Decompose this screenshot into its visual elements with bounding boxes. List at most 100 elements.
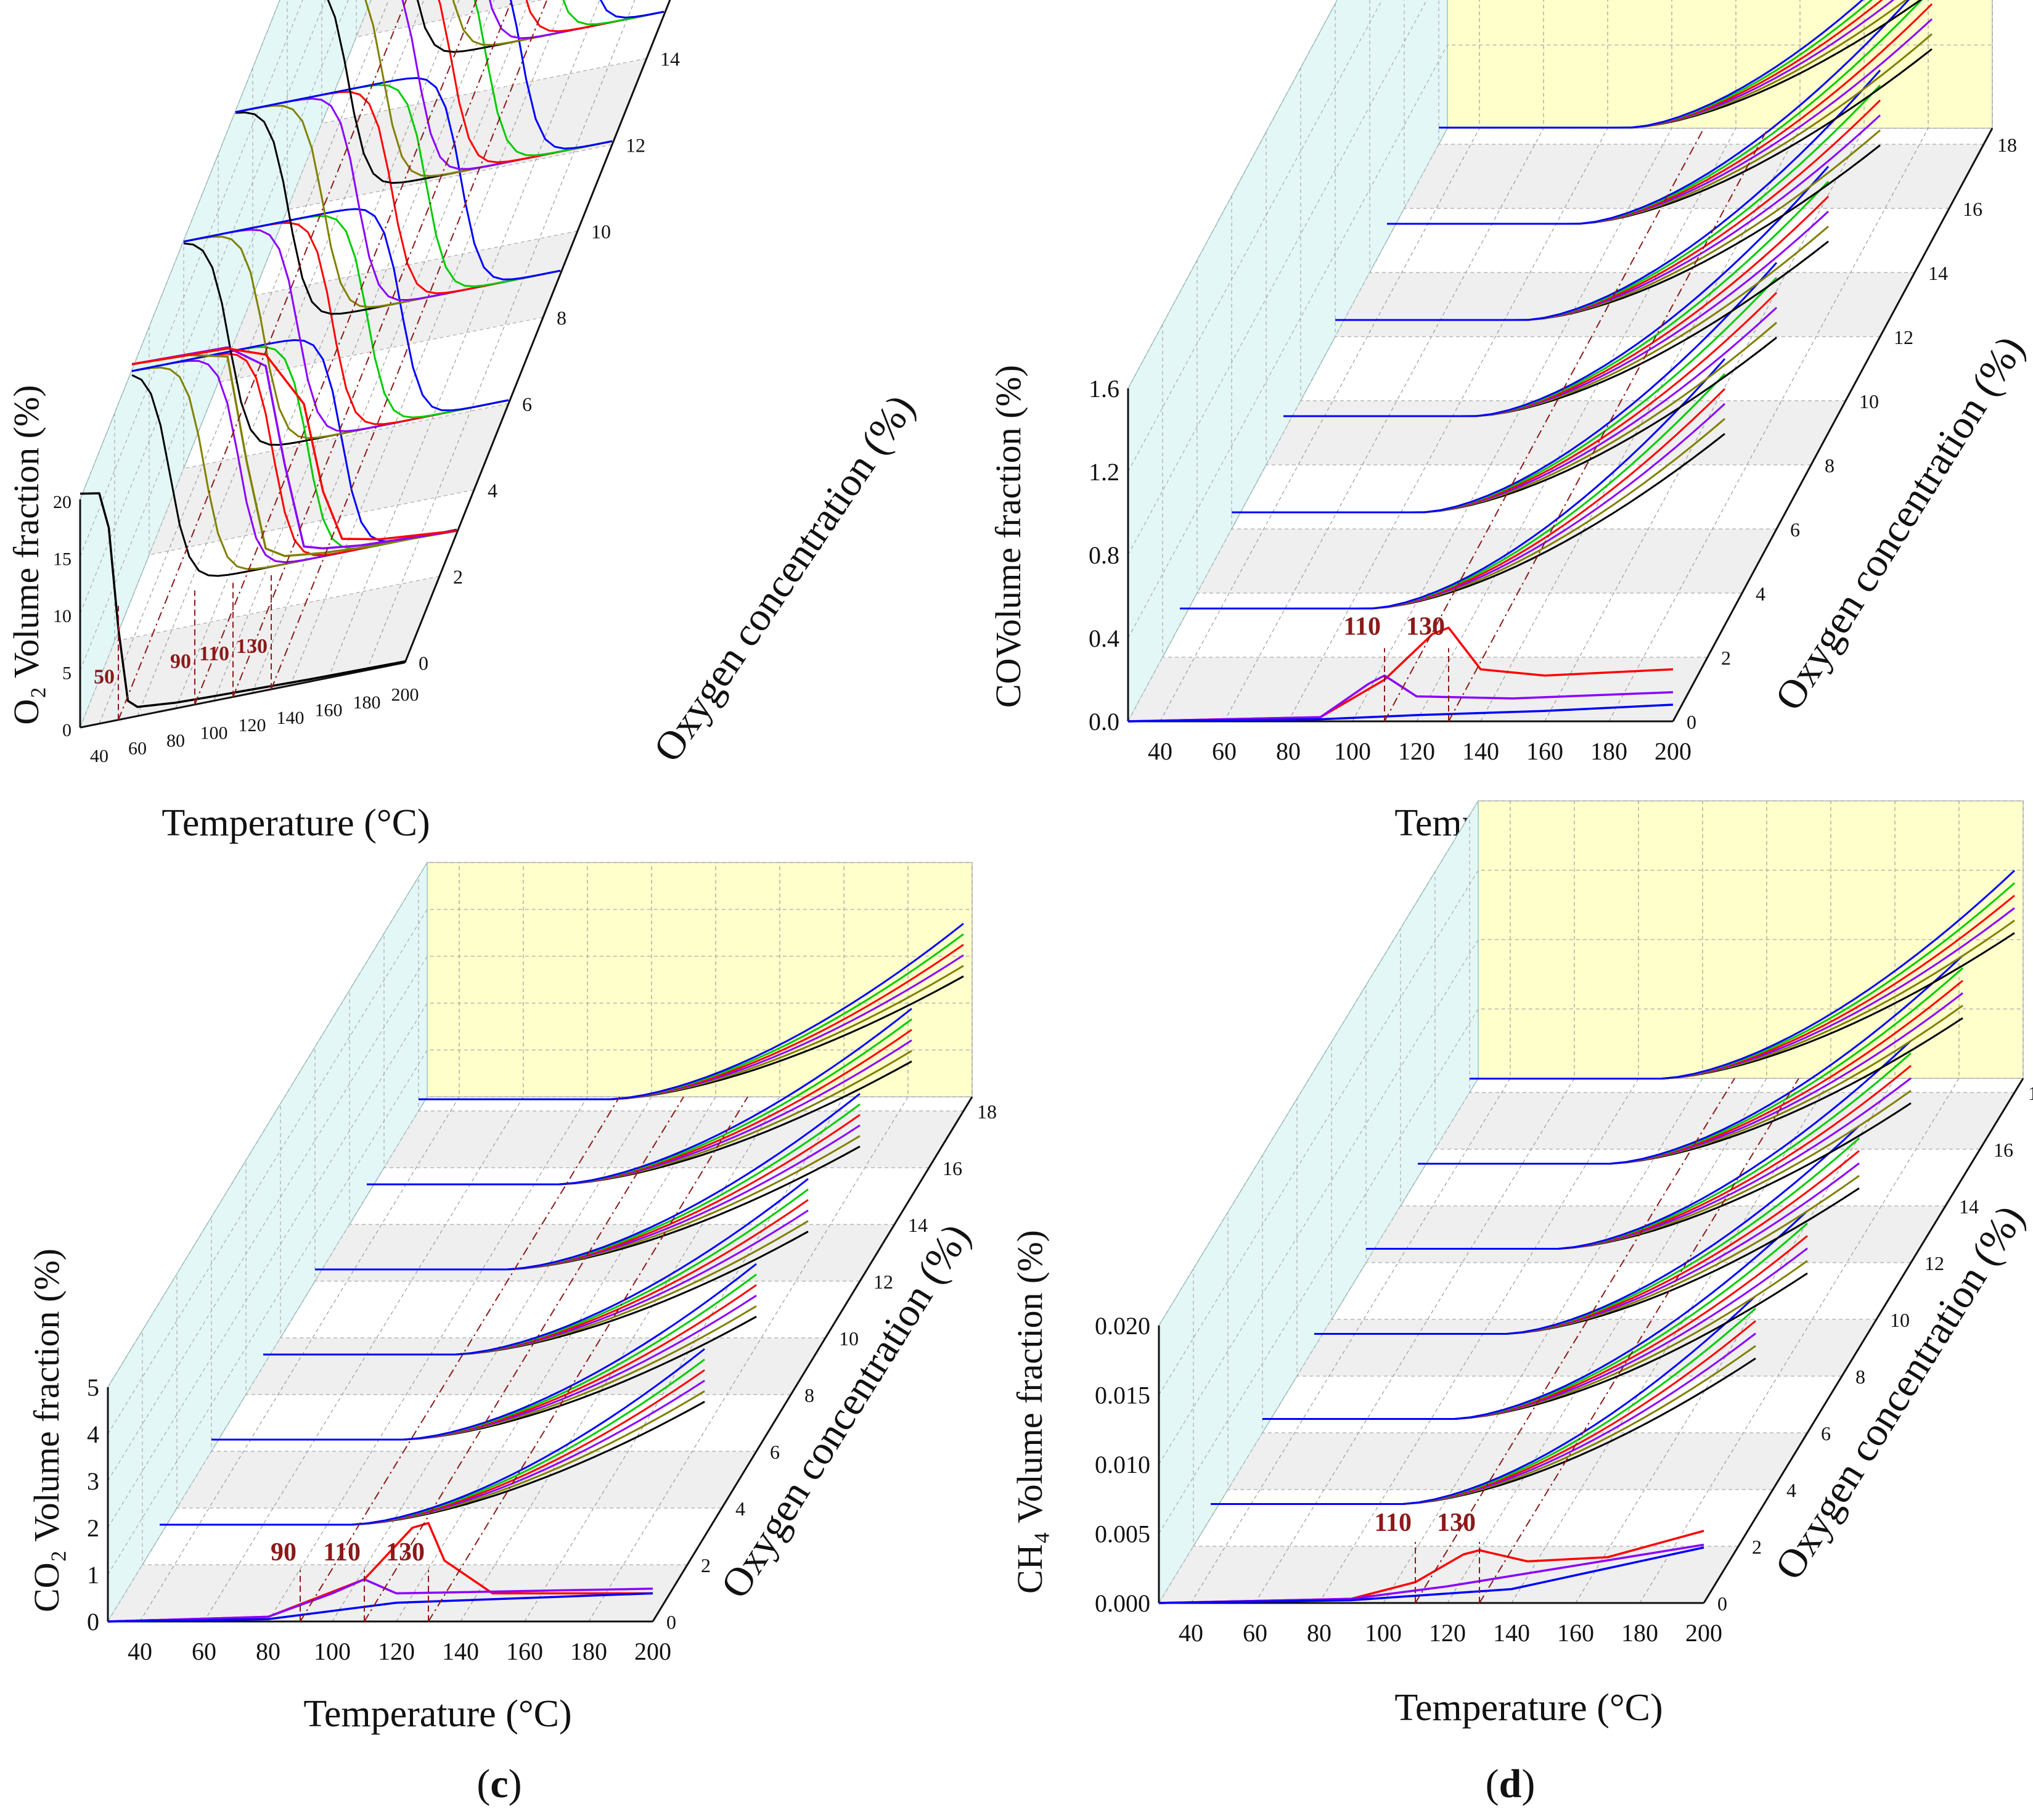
floor-stripe (149, 403, 509, 555)
y-tick-label: 5 (87, 1374, 99, 1401)
grid-line-y (1158, 800, 2023, 1326)
y-tick-label: 20 (53, 492, 72, 512)
floor-stripe (1159, 1546, 1738, 1603)
x-axis-label: Temperature (°C) (1394, 1687, 1663, 1729)
grid-line-z (321, 0, 647, 124)
back-wall (427, 862, 973, 1097)
series-line (1158, 1546, 1704, 1604)
x-tick-label: 100 (200, 723, 228, 744)
curve-z9 (235, 77, 561, 281)
z-tick-label: 4 (735, 1498, 745, 1520)
floor-stripe (1335, 273, 1915, 337)
z-tick-label: 12 (1894, 326, 1913, 348)
y-tick-label: 10 (53, 606, 72, 626)
grid-line-x (1319, 801, 1639, 1604)
grid-line-x (366, 0, 636, 671)
z-tick-label: 14 (1959, 1195, 1979, 1218)
annotation-label: 110 (1374, 1509, 1412, 1537)
annotation-guide (300, 1096, 620, 1622)
annotation-guide (271, 0, 548, 690)
x-tick-label: 60 (1243, 1619, 1267, 1647)
x-axis (80, 662, 406, 729)
z-tick-label: 10 (1890, 1309, 1910, 1331)
panel-label-open: ( (1486, 1761, 1499, 1806)
x-tick-label: 60 (1212, 737, 1237, 765)
x-tick-label: 120 (1429, 1619, 1466, 1647)
grid-line-z (1438, 0, 1984, 145)
y-tick-label: 15 (53, 549, 72, 570)
grid-line-x (175, 0, 460, 709)
grid-line-y (1158, 1008, 2023, 1534)
z-tick-label: 2 (1721, 647, 1731, 669)
z-tick-label: 10 (591, 221, 611, 243)
grid-line-x (1447, 801, 1767, 1604)
z-tick-label: 14 (908, 1214, 928, 1236)
series-line (1127, 674, 1674, 723)
panel-label-letter: d (1499, 1761, 1522, 1806)
curve-z12 (1335, 69, 1881, 321)
z-tick-label: 8 (1855, 1366, 1865, 1388)
x-tick-label: 180 (570, 1638, 607, 1665)
grid-line-x (290, 0, 565, 686)
series-line (80, 492, 406, 708)
z-tick-label: 2 (701, 1554, 711, 1576)
x-tick-label: 180 (1590, 737, 1627, 765)
curve-z15 (562, 0, 665, 25)
curve-z15 (1387, 0, 1910, 225)
z-tick-label: 4 (1756, 583, 1765, 605)
grid-line-z (114, 413, 440, 642)
grid-line-x (1639, 801, 1960, 1604)
panel-label-close: ) (1521, 1761, 1535, 1806)
floor-stripe (246, 1338, 825, 1395)
curve-z3 (1211, 1295, 1757, 1505)
z-tick-label: 14 (1928, 262, 1948, 284)
y-tick-label: 1 (87, 1561, 99, 1589)
curve-z6 (211, 1263, 757, 1441)
grid-line-x (460, 863, 780, 1622)
floor-stripe (1228, 1433, 1807, 1490)
x-tick-label: 40 (1179, 1619, 1203, 1647)
z-tick-label: 4 (1786, 1479, 1796, 1501)
curve-z15 (1418, 954, 1964, 1165)
x-tick-label: 180 (1621, 1619, 1658, 1647)
series-line (131, 354, 457, 557)
y-tick-label: 1.2 (1089, 458, 1119, 486)
grid-line-x (1254, 801, 1575, 1604)
x-tick-label: 140 (1493, 1619, 1530, 1647)
x-axis-label: Temperature (°C) (162, 802, 430, 844)
grid-line-y (80, 0, 280, 500)
y-axis-label: CH₄ Volume fraction (%) (1010, 1230, 1050, 1594)
z-axis-label: Oxygen concentration (%) (1766, 328, 2033, 718)
x-tick-label: 80 (166, 731, 185, 751)
grid-line-z (1300, 68, 1846, 401)
y-tick-label: 4 (87, 1420, 99, 1448)
x-tick-label: 160 (1557, 1619, 1594, 1647)
z-tick-label: 18 (2028, 1082, 2033, 1104)
grid-line-x (203, 863, 524, 1622)
floor-stripe (1297, 1319, 1876, 1376)
panel-c: 40 60 80 100 120 140 160 180 2000123450246810121… (27, 861, 997, 1806)
floor-stripe (1366, 1206, 1945, 1263)
grid-line-z (252, 68, 578, 297)
y-tick-label: 0 (62, 720, 72, 740)
panel-b: 40 60 80 100 120 140 160 180 200 0.0 0.4 0.8 1.2 1.6 0… (988, 0, 2033, 925)
x-tick-label: 180 (353, 692, 381, 713)
annotation-guide (364, 1096, 684, 1622)
y-tick-label: 0.005 (1095, 1520, 1150, 1548)
floor-stripe (1266, 401, 1846, 465)
annotation-guide (1479, 1078, 1799, 1604)
x-tick-label: 100 (1365, 1619, 1402, 1647)
panel-label-close: ) (509, 1761, 522, 1806)
grid-line-y (107, 956, 972, 1482)
z-axis (404, 0, 671, 663)
floor-stripe (177, 1451, 756, 1508)
grid-line-x (268, 863, 588, 1622)
grid-line-y (80, 0, 349, 671)
curve-z12 (1366, 1039, 1912, 1250)
grid-line-z (287, 0, 613, 210)
z-tick-label: 16 (1963, 198, 1982, 220)
floor-stripe (1404, 144, 1984, 208)
z-tick-label: 16 (1994, 1139, 2013, 1161)
grid-line-z (1365, 985, 1911, 1263)
